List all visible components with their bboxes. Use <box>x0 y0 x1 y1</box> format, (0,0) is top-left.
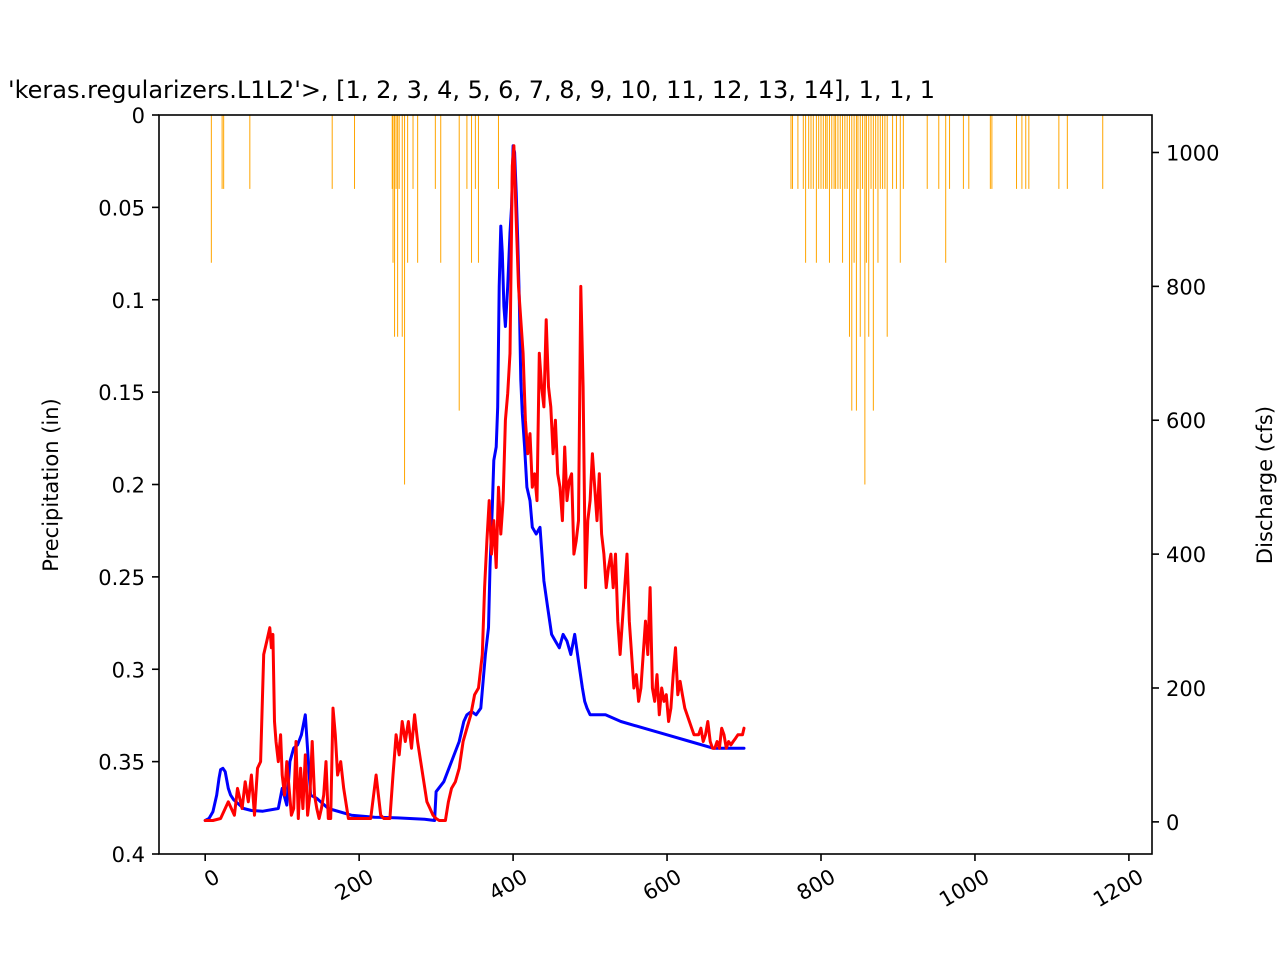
right-y-tick-label: 200 <box>1166 677 1206 701</box>
series-line-observed <box>203 144 746 822</box>
right-y-tick-label: 400 <box>1166 543 1206 567</box>
x-tick-label: 0 <box>200 865 224 892</box>
left-y-tick-label: 0 <box>132 104 145 128</box>
right-y-axis-label: Discharge (cfs) <box>1253 406 1277 564</box>
discharge-series <box>203 144 746 822</box>
right-y-axis: 0 200 400 600 800 1000 <box>1152 141 1219 835</box>
right-y-tick-label: 1000 <box>1166 141 1219 165</box>
x-tick-label: 200 <box>331 865 378 906</box>
left-y-tick-label: 0.2 <box>112 474 145 498</box>
left-y-tick-label: 0.1 <box>112 289 145 313</box>
left-y-axis: 0 0.05 0.1 0.15 0.2 0.25 0.3 0.35 0.4 <box>98 104 159 867</box>
x-tick-label: 800 <box>793 865 840 906</box>
x-tick-label: 600 <box>639 865 686 906</box>
x-tick-label: 1200 <box>1089 865 1147 913</box>
precipitation-bars <box>210 115 1104 485</box>
series-line-predicted <box>203 144 746 822</box>
chart-title: 'keras.regularizers.L1L2'>, [1, 2, 3, 4,… <box>8 76 935 104</box>
left-y-axis-label: Precipitation (in) <box>39 398 63 571</box>
x-tick-label: 1000 <box>935 865 993 913</box>
left-y-tick-label: 0.3 <box>112 658 145 682</box>
left-y-tick-label: 0.4 <box>112 843 145 867</box>
right-y-tick-label: 0 <box>1166 811 1179 835</box>
left-y-tick-label: 0.15 <box>98 381 145 405</box>
right-y-tick-label: 800 <box>1166 275 1206 299</box>
left-y-tick-label: 0.35 <box>98 751 145 775</box>
left-y-tick-label: 0.05 <box>98 196 145 220</box>
left-y-tick-label: 0.25 <box>98 566 145 590</box>
x-axis: 0 200 400 600 800 1000 1200 <box>200 854 1147 912</box>
right-y-tick-label: 600 <box>1166 409 1206 433</box>
x-tick-label: 400 <box>485 865 532 906</box>
